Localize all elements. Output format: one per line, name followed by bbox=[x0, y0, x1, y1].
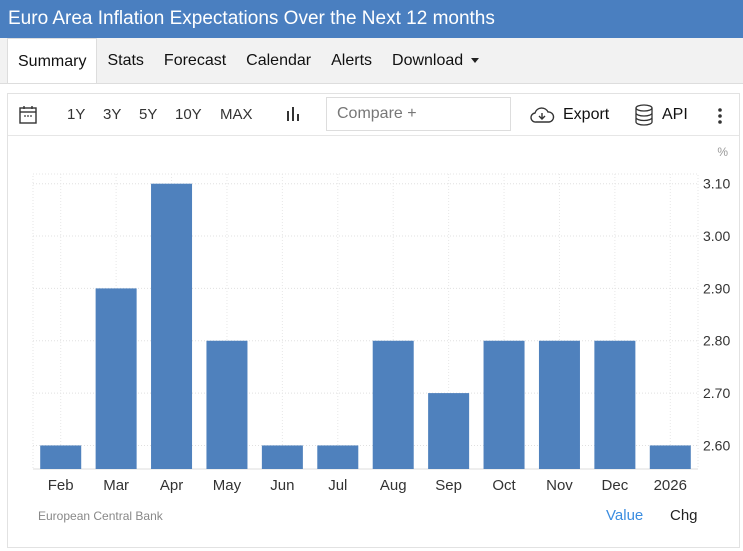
bar-nov[interactable] bbox=[538, 340, 580, 469]
value-toggle[interactable]: Value bbox=[606, 507, 644, 524]
unit-label: % bbox=[717, 145, 728, 159]
change-toggle[interactable]: Chg bbox=[670, 507, 698, 524]
tab-calendar[interactable]: Calendar bbox=[246, 52, 312, 69]
bar-jul[interactable] bbox=[317, 445, 359, 469]
bar-dec[interactable] bbox=[594, 340, 636, 469]
bar-jun[interactable] bbox=[261, 445, 303, 469]
x-tick-label: Mar bbox=[103, 477, 129, 494]
cloud-download-icon[interactable] bbox=[529, 104, 555, 126]
x-tick-label: May bbox=[213, 477, 242, 494]
x-tick-label: Dec bbox=[602, 477, 629, 494]
y-tick-label: 2.80 bbox=[703, 333, 730, 349]
bar-aug[interactable] bbox=[372, 340, 414, 469]
api-button[interactable]: API bbox=[662, 106, 688, 123]
chart-type-icon[interactable] bbox=[285, 106, 301, 122]
y-tick-label: 3.10 bbox=[703, 176, 730, 192]
tab-download-label: Download bbox=[392, 52, 464, 69]
compare-input[interactable]: Compare + bbox=[326, 97, 511, 131]
x-tick-label: Aug bbox=[380, 477, 407, 494]
x-tick-label: Jul bbox=[328, 477, 347, 494]
tab-summary[interactable]: Summary bbox=[7, 38, 98, 83]
more-options-icon[interactable] bbox=[717, 107, 723, 125]
bar-mar[interactable] bbox=[95, 288, 137, 469]
calendar-icon[interactable] bbox=[18, 105, 38, 125]
range-3y-button[interactable]: 3Y bbox=[103, 106, 122, 123]
chart-panel: 1Y 3Y 5Y 10Y MAX Compare + Export API Fe… bbox=[7, 93, 740, 548]
bar-sep[interactable] bbox=[428, 393, 470, 469]
export-button[interactable]: Export bbox=[563, 106, 610, 123]
tab-download[interactable]: Download bbox=[382, 38, 489, 83]
database-icon[interactable] bbox=[634, 104, 654, 126]
tab-alerts[interactable]: Alerts bbox=[331, 52, 373, 69]
bar-feb[interactable] bbox=[40, 445, 82, 469]
x-tick-label: Sep bbox=[435, 477, 462, 494]
x-tick-label: Oct bbox=[492, 477, 516, 494]
x-tick-label: Apr bbox=[160, 477, 183, 494]
x-tick-label: 2026 bbox=[654, 477, 687, 494]
y-tick-label: 2.90 bbox=[703, 280, 730, 296]
tab-forecast[interactable]: Forecast bbox=[163, 52, 227, 69]
source-label: European Central Bank bbox=[38, 509, 163, 523]
chart-toolbar: 1Y 3Y 5Y 10Y MAX Compare + Export API bbox=[8, 94, 739, 136]
bar-2026[interactable] bbox=[649, 445, 691, 469]
tab-bar: Summary Stats Forecast Calendar Alerts D… bbox=[0, 38, 743, 84]
bar-chart: Feb Mar Apr May Jun Jul Aug Sep Oct Nov Dec 2026 3.1… bbox=[32, 145, 730, 494]
y-tick-label: 3.00 bbox=[703, 228, 730, 244]
x-tick-label: Jun bbox=[270, 477, 294, 494]
x-tick-label: Feb bbox=[48, 477, 74, 494]
page-title: Euro Area Inflation Expectations Over th… bbox=[0, 0, 743, 38]
range-1y-button[interactable]: 1Y bbox=[67, 106, 86, 123]
bar-may[interactable] bbox=[206, 340, 248, 469]
range-max-button[interactable]: MAX bbox=[220, 106, 253, 123]
caret-down-icon bbox=[471, 58, 480, 64]
tab-stats[interactable]: Stats bbox=[107, 52, 144, 69]
y-tick-label: 2.70 bbox=[703, 385, 730, 401]
range-5y-button[interactable]: 5Y bbox=[139, 106, 158, 123]
bar-oct[interactable] bbox=[483, 340, 525, 469]
y-tick-label: 2.60 bbox=[703, 437, 730, 453]
x-tick-label: Nov bbox=[546, 477, 573, 494]
bar-apr[interactable] bbox=[151, 183, 193, 469]
range-10y-button[interactable]: 10Y bbox=[175, 106, 202, 123]
